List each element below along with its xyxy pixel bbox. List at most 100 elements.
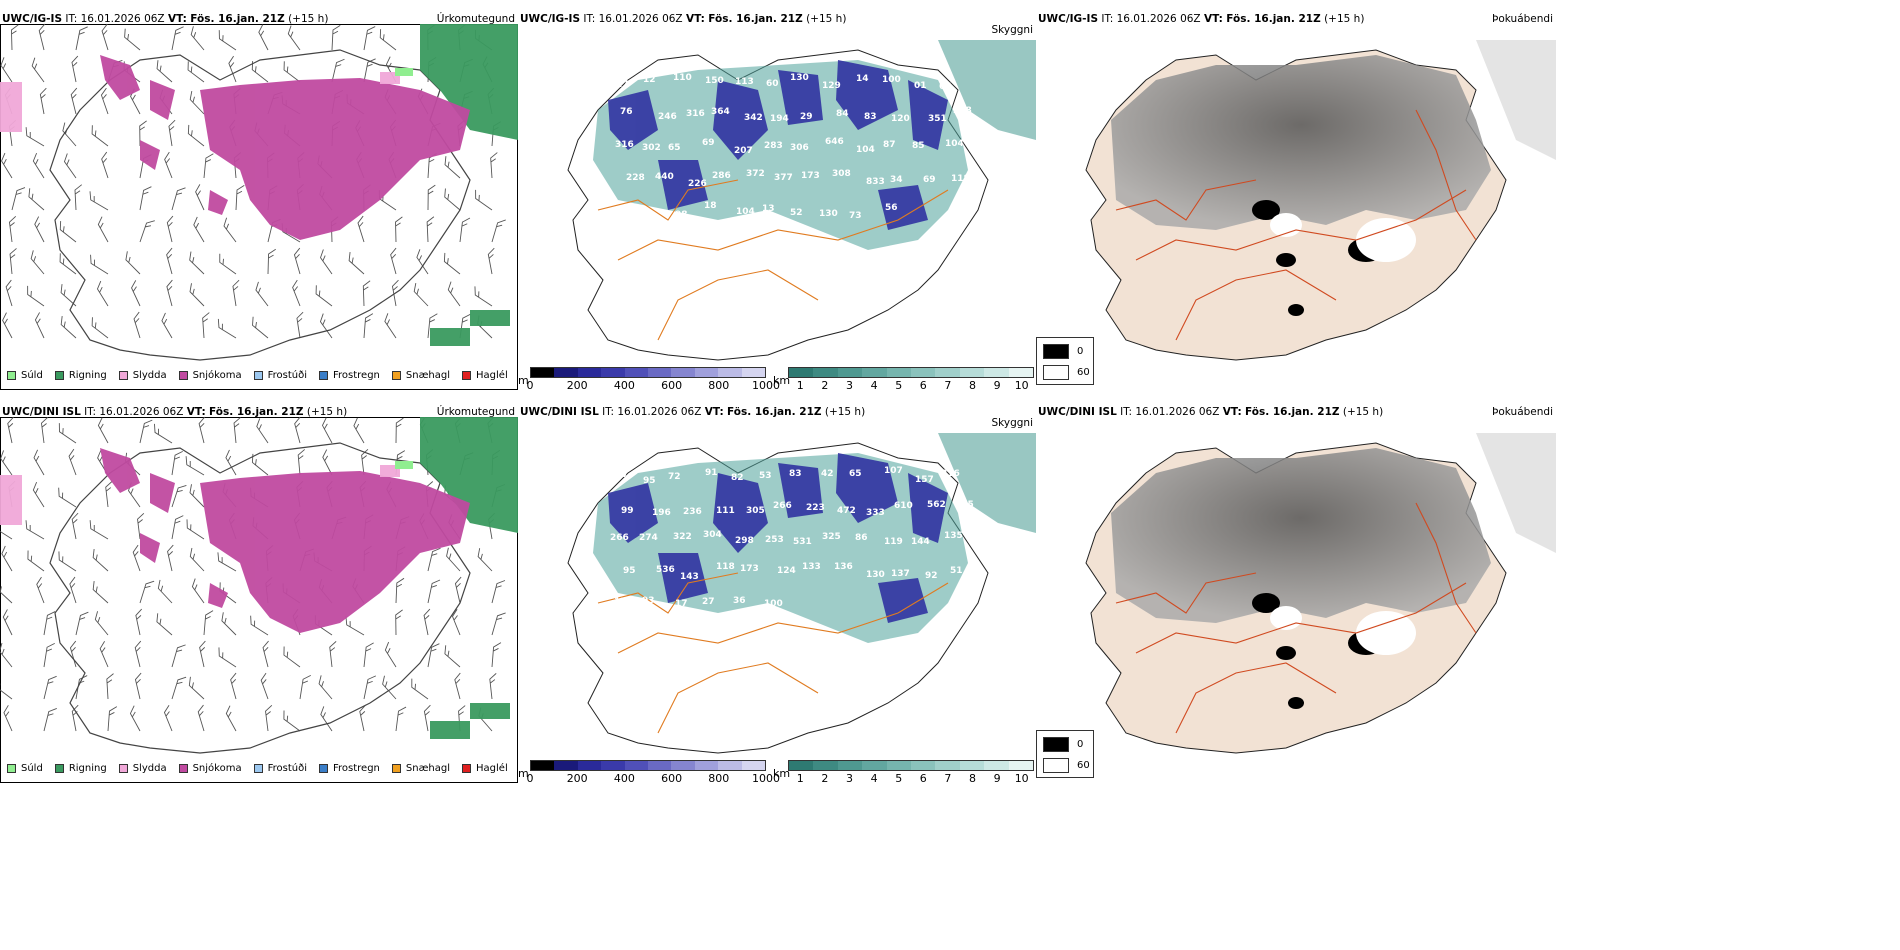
ceiling-value: 342 bbox=[744, 113, 763, 123]
ceiling-value: 144 bbox=[911, 537, 930, 547]
it-label: IT: bbox=[1101, 13, 1114, 25]
wind-barb bbox=[96, 280, 109, 307]
ceiling-value: 130 bbox=[790, 73, 809, 83]
wind-barb bbox=[154, 423, 173, 444]
colorbar-tick-label: 6 bbox=[919, 772, 927, 783]
ceiling-value: 104 bbox=[856, 145, 875, 155]
ceiling-value: 91 bbox=[705, 468, 718, 478]
ceiling-value: 316 bbox=[686, 109, 705, 119]
ceiling-value: 18 bbox=[704, 201, 717, 211]
wind-barb bbox=[1, 152, 13, 179]
wind-barb bbox=[256, 418, 269, 444]
ceiling-value: 218 bbox=[953, 106, 972, 116]
ceiling-value: 228 bbox=[626, 173, 645, 183]
legend-swatch bbox=[253, 371, 263, 380]
ceiling-value-labels: 14 95 72 91 82 53 83 42 65 107 157 216 99 196 236 111 30… bbox=[610, 466, 974, 609]
wind-barb bbox=[132, 544, 141, 572]
wind-barb bbox=[99, 641, 109, 668]
legend-item: Súld bbox=[7, 763, 43, 774]
ceiling-value: 322 bbox=[673, 532, 692, 542]
wind-barb bbox=[474, 286, 493, 307]
ceiling-value: 69 bbox=[702, 138, 715, 148]
wind-barb bbox=[171, 676, 187, 700]
fog-legend-row: 0 bbox=[1043, 737, 1093, 752]
wind-barb bbox=[475, 189, 493, 211]
colorbar-cell bbox=[741, 368, 766, 377]
wind-barb bbox=[395, 609, 403, 636]
legend-item: Snjókoma bbox=[178, 370, 242, 381]
wind-barb bbox=[217, 552, 237, 572]
precip-map bbox=[0, 23, 518, 361]
wind-barb bbox=[60, 315, 77, 339]
wind-barb bbox=[8, 215, 17, 243]
ceiling-visibility-panel: UWC/IG-IS IT: 16.01.2026 06Z VT: Fös. 16… bbox=[518, 10, 1036, 390]
wind-barb bbox=[491, 612, 506, 636]
fog-shading bbox=[1111, 448, 1491, 623]
legend-swatch bbox=[178, 371, 188, 380]
ceiling-value: 333 bbox=[866, 508, 885, 518]
colorbar-cell bbox=[648, 761, 672, 770]
colorbar-tick-label: 1000 bbox=[752, 379, 780, 390]
wind-barb bbox=[34, 312, 45, 339]
precip-legend: Súld Rigning Slydda Snjókoma Frostúði Frostre… bbox=[7, 370, 518, 381]
wind-barb bbox=[92, 549, 109, 572]
wind-barb bbox=[171, 644, 186, 668]
vt-value: Fös. 16.jan. 21Z bbox=[708, 13, 803, 25]
ceiling-value: 104 bbox=[945, 139, 964, 149]
ceiling-value: 82 bbox=[731, 473, 744, 483]
ceiling-value: 27 bbox=[616, 80, 629, 90]
wind-barb bbox=[283, 710, 301, 732]
wind-barb bbox=[94, 611, 109, 636]
wind-barb bbox=[489, 673, 497, 700]
wind-barb bbox=[426, 216, 435, 243]
colorbar-cell bbox=[984, 761, 1009, 770]
wind-barb bbox=[0, 519, 13, 540]
wind-barb bbox=[31, 57, 45, 83]
wind-barb bbox=[353, 417, 365, 444]
iceland-outline bbox=[49, 442, 471, 754]
wind-barb bbox=[444, 645, 461, 668]
ceiling-value: 646 bbox=[825, 137, 844, 147]
panel-title: Úrkomutegund bbox=[436, 13, 515, 25]
legend-item: Frostúði bbox=[253, 370, 307, 381]
wind-barb bbox=[218, 30, 237, 51]
panel-header: UWC/DINI ISL IT: 16.01.2026 06Z VT: Fös.… bbox=[2, 406, 347, 418]
legend-label: Rigning bbox=[68, 763, 107, 774]
vt-value: Fös. 16.jan. 21Z bbox=[1245, 406, 1340, 418]
wind-barb bbox=[133, 311, 141, 339]
legend-swatch bbox=[319, 764, 328, 773]
ceiling-value: 92 bbox=[925, 571, 938, 581]
wind-barb bbox=[171, 450, 183, 476]
ceiling-value: 107 bbox=[884, 466, 903, 476]
colorbar-tick-label: 10 bbox=[1014, 772, 1029, 783]
wind-barb bbox=[423, 608, 431, 636]
legend-swatch bbox=[462, 764, 472, 773]
legend-label: Slydda bbox=[132, 763, 167, 774]
fog-legend-swatch bbox=[1043, 737, 1069, 752]
ceiling-value: 173 bbox=[801, 171, 820, 181]
colorbar-tick-label: 200 bbox=[566, 379, 588, 390]
it-label: IT: bbox=[84, 406, 97, 418]
colorbar-tick-label: 2 bbox=[821, 772, 829, 783]
wind-barb bbox=[43, 642, 55, 668]
ceiling-value: 24 bbox=[609, 208, 622, 218]
wind-barb bbox=[74, 184, 83, 211]
wind-barb bbox=[59, 221, 77, 243]
ceiling-value: 73 bbox=[849, 211, 862, 221]
model-name: UWC/IG-IS bbox=[520, 13, 581, 25]
wind-barb bbox=[139, 220, 155, 243]
wind-barb bbox=[69, 576, 77, 604]
colorbar-tick-label: 7 bbox=[944, 772, 952, 783]
wind-barb bbox=[131, 280, 141, 307]
ceiling-value: 27 bbox=[702, 597, 715, 607]
fog-legend-label: 60 bbox=[1077, 760, 1090, 771]
iceland-outline bbox=[49, 49, 471, 361]
wind-barb bbox=[189, 283, 205, 307]
it-label: IT: bbox=[583, 13, 596, 25]
panel-title: Skyggni bbox=[991, 24, 1034, 36]
ceiling-value: 118 bbox=[951, 174, 970, 184]
wind-barb bbox=[157, 579, 173, 604]
colorbar-tick-label: 800 bbox=[708, 379, 730, 390]
ceiling-value: 17 bbox=[675, 599, 688, 609]
panel-title: Þokuábendi bbox=[1492, 13, 1553, 25]
